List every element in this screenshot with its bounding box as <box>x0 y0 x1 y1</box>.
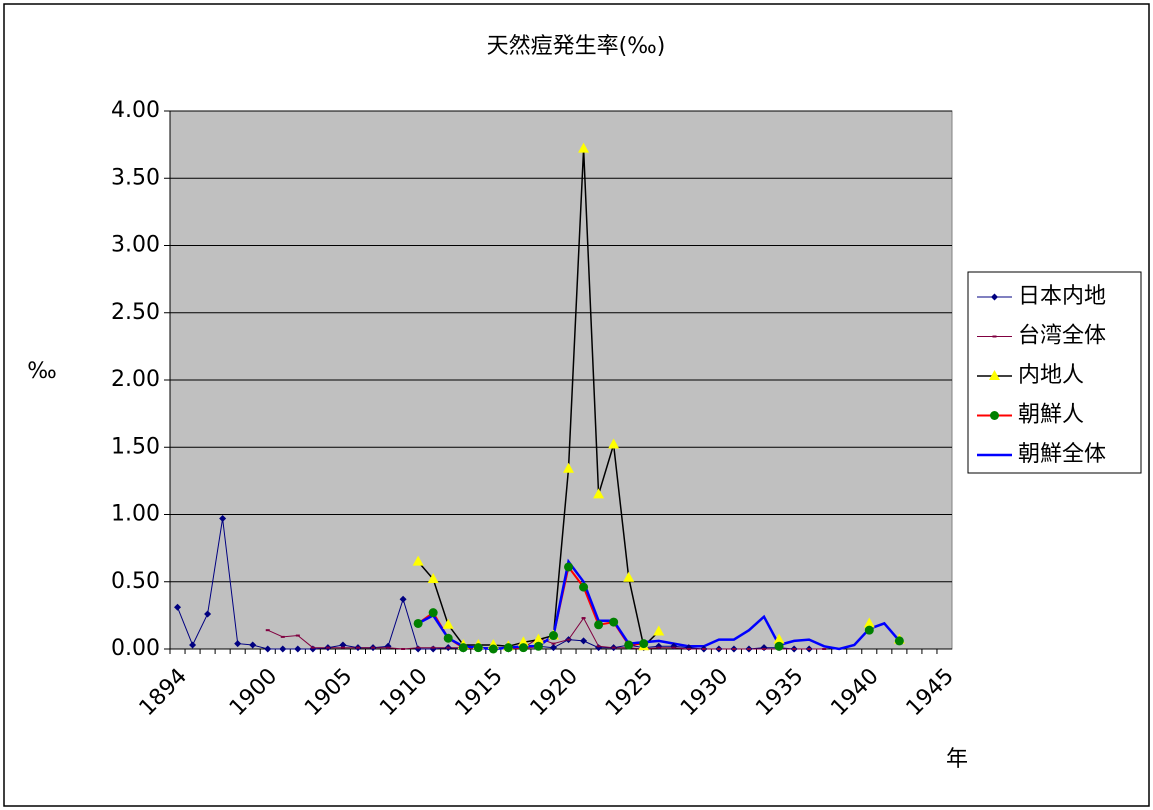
marker <box>249 641 257 649</box>
marker <box>593 488 605 499</box>
marker <box>686 648 691 650</box>
marker <box>279 645 287 653</box>
marker <box>533 641 543 651</box>
legend-label: 日本内地 <box>1018 284 1106 309</box>
marker <box>991 293 998 301</box>
marker <box>294 645 302 653</box>
y-tick-label: 2.50 <box>111 300 160 325</box>
marker <box>399 595 407 603</box>
marker <box>371 646 376 649</box>
marker <box>413 618 423 628</box>
marker <box>989 370 1000 380</box>
marker <box>731 648 736 650</box>
marker <box>416 646 421 649</box>
marker <box>716 648 721 650</box>
marker <box>653 625 665 636</box>
marker <box>401 648 406 650</box>
marker <box>623 571 635 582</box>
marker <box>894 636 904 646</box>
marker <box>280 635 285 638</box>
legend-label: 朝鮮人 <box>1018 403 1084 428</box>
marker <box>594 620 604 630</box>
marker <box>189 641 197 649</box>
marker <box>701 648 706 650</box>
marker <box>773 633 785 644</box>
y-tick-label: 0.50 <box>111 569 160 594</box>
marker <box>386 646 391 649</box>
marker <box>549 644 557 652</box>
marker <box>473 643 483 653</box>
y-axis-title: ‰ <box>27 359 57 384</box>
marker <box>340 646 345 649</box>
marker <box>427 573 439 584</box>
marker <box>596 645 601 648</box>
marker <box>822 648 827 650</box>
marker <box>517 636 529 647</box>
marker <box>792 648 797 650</box>
marker <box>609 617 619 627</box>
marker <box>580 637 588 645</box>
x-axis-title: 年 <box>946 747 968 772</box>
marker <box>325 646 330 649</box>
marker <box>774 641 784 651</box>
y-tick-label: 3.00 <box>111 233 160 258</box>
marker <box>443 633 453 643</box>
y-tick-label: 1.50 <box>111 434 160 459</box>
marker <box>807 648 812 650</box>
marker <box>990 411 999 420</box>
marker <box>564 562 574 572</box>
marker <box>518 643 528 653</box>
legend-label: 朝鮮全体 <box>1018 442 1106 467</box>
marker <box>762 648 767 650</box>
marker <box>264 645 272 653</box>
marker <box>503 643 513 653</box>
marker <box>355 646 360 649</box>
marker <box>746 648 751 650</box>
marker <box>548 631 558 641</box>
marker <box>458 643 468 653</box>
marker <box>656 646 661 649</box>
y-tick-label: 4.00 <box>111 98 160 123</box>
marker <box>563 462 575 473</box>
marker <box>992 335 997 338</box>
marker <box>611 646 616 649</box>
legend-label: 内地人 <box>1018 363 1084 388</box>
y-tick-label: 2.00 <box>111 367 160 392</box>
chart-title: 天然痘発生率(‰) <box>487 34 666 59</box>
marker <box>624 640 634 650</box>
marker <box>579 582 589 592</box>
marker <box>295 634 300 637</box>
y-tick-label: 3.50 <box>111 165 160 190</box>
marker <box>204 610 212 618</box>
marker <box>864 625 874 635</box>
marker <box>608 438 620 449</box>
legend <box>967 271 1142 474</box>
marker <box>428 608 438 618</box>
marker <box>581 617 586 620</box>
y-tick-label: 1.00 <box>111 502 160 527</box>
marker <box>431 646 436 649</box>
marker <box>310 646 315 649</box>
y-tick-label: 0.00 <box>111 636 160 661</box>
marker <box>412 555 424 566</box>
marker <box>488 644 498 654</box>
marker <box>578 142 590 153</box>
marker <box>551 642 556 645</box>
marker <box>442 618 454 629</box>
marker <box>446 646 451 649</box>
marker <box>234 640 242 648</box>
marker <box>265 629 270 632</box>
legend-label: 台湾全体 <box>1018 324 1106 349</box>
marker <box>532 633 544 644</box>
marker <box>639 639 649 649</box>
marker <box>671 646 676 649</box>
marker <box>174 603 182 611</box>
marker <box>863 617 875 628</box>
marker <box>566 638 571 641</box>
marker <box>219 515 227 523</box>
